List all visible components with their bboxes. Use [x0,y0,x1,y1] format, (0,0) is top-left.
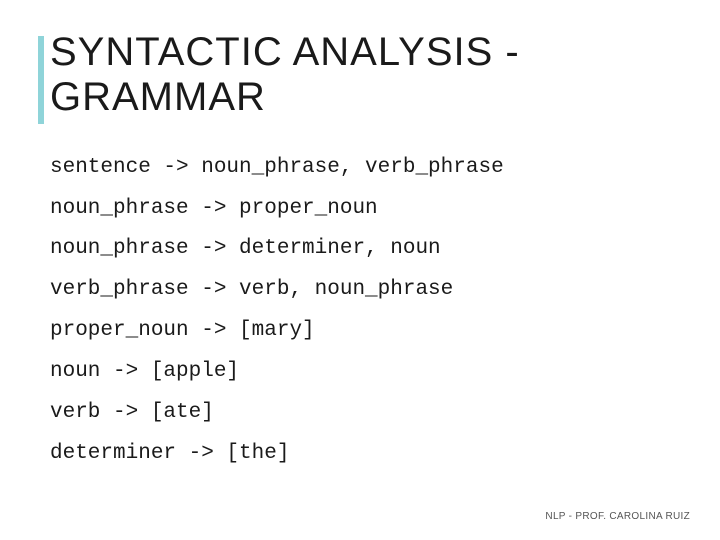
grammar-rule: verb_phrase -> verb, noun_phrase [50,270,670,311]
grammar-rule: noun_phrase -> determiner, noun [50,229,670,270]
grammar-rule: noun_phrase -> proper_noun [50,189,670,230]
grammar-rule: sentence -> noun_phrase, verb_phrase [50,148,670,189]
slide: SYNTACTIC ANALYSIS - GRAMMAR sentence ->… [0,0,720,540]
grammar-rule: verb -> [ate] [50,393,670,434]
accent-bar [38,36,44,124]
grammar-rules: sentence -> noun_phrase, verb_phrase nou… [50,148,670,476]
title-line-2: GRAMMAR [50,75,266,119]
title-line-1: SYNTACTIC ANALYSIS - [50,30,520,74]
grammar-rule: noun -> [apple] [50,352,670,393]
grammar-rule: proper_noun -> [mary] [50,311,670,352]
title-block: SYNTACTIC ANALYSIS - GRAMMAR [50,30,670,120]
page-title: SYNTACTIC ANALYSIS - GRAMMAR [50,30,670,120]
footer-credit: NLP - PROF. CAROLINA RUIZ [545,511,690,522]
grammar-rule: determiner -> [the] [50,434,670,475]
